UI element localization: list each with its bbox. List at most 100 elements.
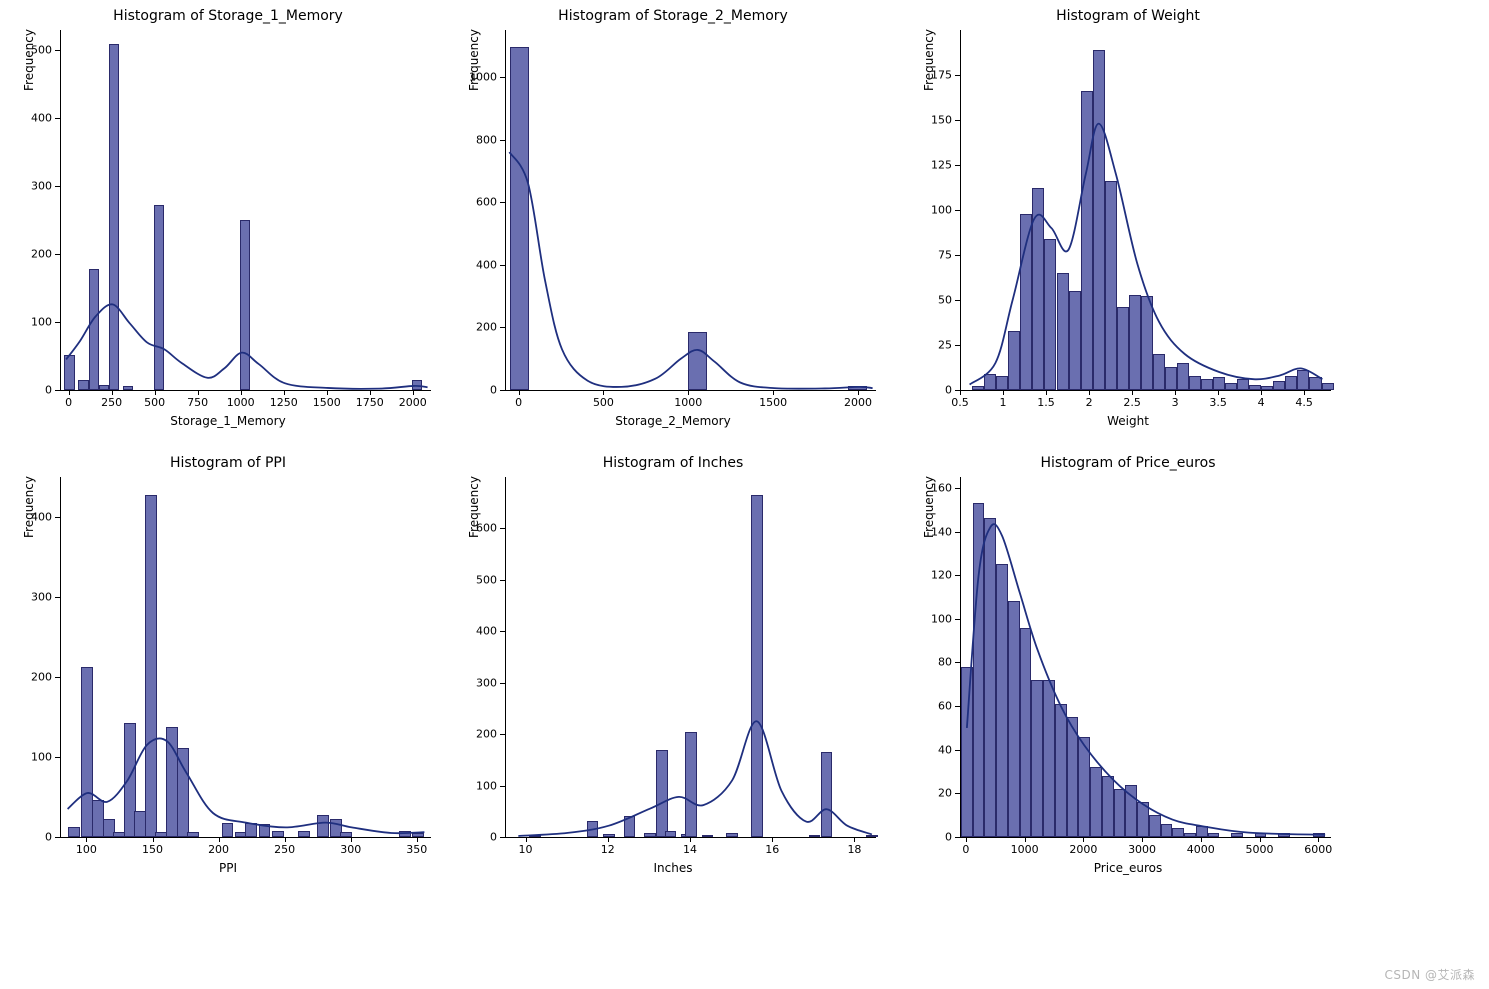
- x-tick: [69, 390, 70, 395]
- y-tick-label: 0: [45, 831, 52, 844]
- y-tick: [955, 210, 960, 211]
- y-tick-label: 400: [476, 258, 497, 271]
- y-tick: [955, 532, 960, 533]
- y-tick: [500, 683, 505, 684]
- x-tick: [413, 390, 414, 395]
- chart-title: Histogram of Weight: [918, 8, 1338, 24]
- plot-area: [60, 477, 431, 838]
- histogram-bar: [177, 748, 189, 837]
- x-tick-label: 18: [847, 843, 861, 856]
- y-tick: [500, 390, 505, 391]
- y-tick-label: 0: [945, 384, 952, 397]
- y-tick: [55, 757, 60, 758]
- histogram-bar: [1055, 704, 1067, 837]
- y-tick: [500, 265, 505, 266]
- histogram-bar: [1213, 377, 1225, 390]
- histogram-bar: [984, 518, 996, 837]
- x-tick-label: 500: [593, 396, 614, 409]
- histogram-bar: [688, 332, 707, 390]
- histogram-bar: [1201, 379, 1213, 390]
- histogram-bar: [1090, 767, 1102, 837]
- x-tick-label: 1250: [270, 396, 298, 409]
- x-tick-label: 5000: [1246, 843, 1274, 856]
- histogram-bar: [1125, 785, 1137, 837]
- histogram-bar: [1261, 386, 1273, 390]
- y-tick: [55, 677, 60, 678]
- y-tick: [55, 517, 60, 518]
- y-tick-label: 20: [938, 787, 952, 800]
- histogram-bar: [665, 831, 677, 837]
- x-tick-label: 4000: [1187, 843, 1215, 856]
- x-tick: [417, 837, 418, 842]
- y-tick: [500, 327, 505, 328]
- y-tick: [955, 300, 960, 301]
- subplot-storage1: Histogram of Storage_1_Memory02505007501…: [18, 8, 438, 438]
- y-tick: [955, 120, 960, 121]
- histogram-bar: [1117, 307, 1129, 390]
- histogram-bar: [1196, 826, 1208, 837]
- histogram-bar: [603, 834, 615, 837]
- x-tick-label: 4: [1258, 396, 1265, 409]
- histogram-bar: [1249, 385, 1261, 390]
- histogram-bar: [68, 827, 80, 837]
- histogram-bar: [1114, 789, 1126, 837]
- x-tick-label: 0: [962, 843, 969, 856]
- y-tick: [55, 390, 60, 391]
- histogram-bar: [972, 386, 984, 390]
- chart-title: Histogram of Price_euros: [918, 455, 1338, 471]
- x-tick-label: 2000: [399, 396, 427, 409]
- histogram-bar: [1032, 188, 1044, 390]
- histogram-bar: [1165, 367, 1177, 390]
- histogram-bar: [1020, 214, 1032, 390]
- x-tick: [688, 390, 689, 395]
- histogram-bar: [510, 47, 529, 390]
- figure: Histogram of Storage_1_Memory02505007501…: [0, 0, 1489, 989]
- x-axis-label: Storage_1_Memory: [18, 414, 438, 428]
- x-tick-label: 0: [515, 396, 522, 409]
- histogram-bar: [240, 220, 250, 390]
- histogram-bar: [702, 835, 714, 837]
- y-axis-label: Frequency: [22, 0, 36, 240]
- plot-area: [505, 477, 876, 838]
- y-tick: [500, 77, 505, 78]
- y-tick: [55, 597, 60, 598]
- histogram-bar: [973, 503, 985, 837]
- y-tick-label: 80: [938, 656, 952, 669]
- y-tick-label: 60: [938, 700, 952, 713]
- y-tick: [955, 706, 960, 707]
- histogram-bar: [99, 385, 109, 390]
- x-tick: [519, 390, 520, 395]
- y-tick-label: 40: [938, 743, 952, 756]
- histogram-bar: [109, 44, 119, 390]
- y-tick: [955, 255, 960, 256]
- x-tick: [858, 390, 859, 395]
- x-tick: [285, 837, 286, 842]
- y-tick: [500, 202, 505, 203]
- histogram-bar: [1102, 776, 1114, 837]
- x-tick-label: 14: [683, 843, 697, 856]
- x-tick: [1318, 837, 1319, 842]
- histogram-bar: [1231, 833, 1243, 837]
- histogram-bar: [123, 386, 133, 390]
- chart-title: Histogram of Storage_2_Memory: [463, 8, 883, 24]
- y-tick-label: 100: [31, 751, 52, 764]
- histogram-bar: [1043, 680, 1055, 837]
- x-tick-label: 2000: [844, 396, 872, 409]
- y-tick: [955, 619, 960, 620]
- histogram-bar: [1008, 601, 1020, 837]
- y-tick: [955, 75, 960, 76]
- x-axis-label: Inches: [463, 861, 883, 875]
- histogram-bar: [644, 833, 656, 837]
- subplot-weight: Histogram of Weight0.511.522.533.544.502…: [918, 8, 1338, 438]
- y-tick: [500, 580, 505, 581]
- x-tick: [772, 837, 773, 842]
- histogram-bar: [64, 355, 74, 390]
- histogram-bar: [78, 380, 88, 390]
- x-tick-label: 250: [101, 396, 122, 409]
- histogram-bar: [1020, 628, 1032, 837]
- y-tick-label: 200: [31, 248, 52, 261]
- y-tick: [500, 140, 505, 141]
- x-tick: [1304, 390, 1305, 395]
- x-tick-label: 1000: [227, 396, 255, 409]
- histogram-bar: [145, 495, 157, 837]
